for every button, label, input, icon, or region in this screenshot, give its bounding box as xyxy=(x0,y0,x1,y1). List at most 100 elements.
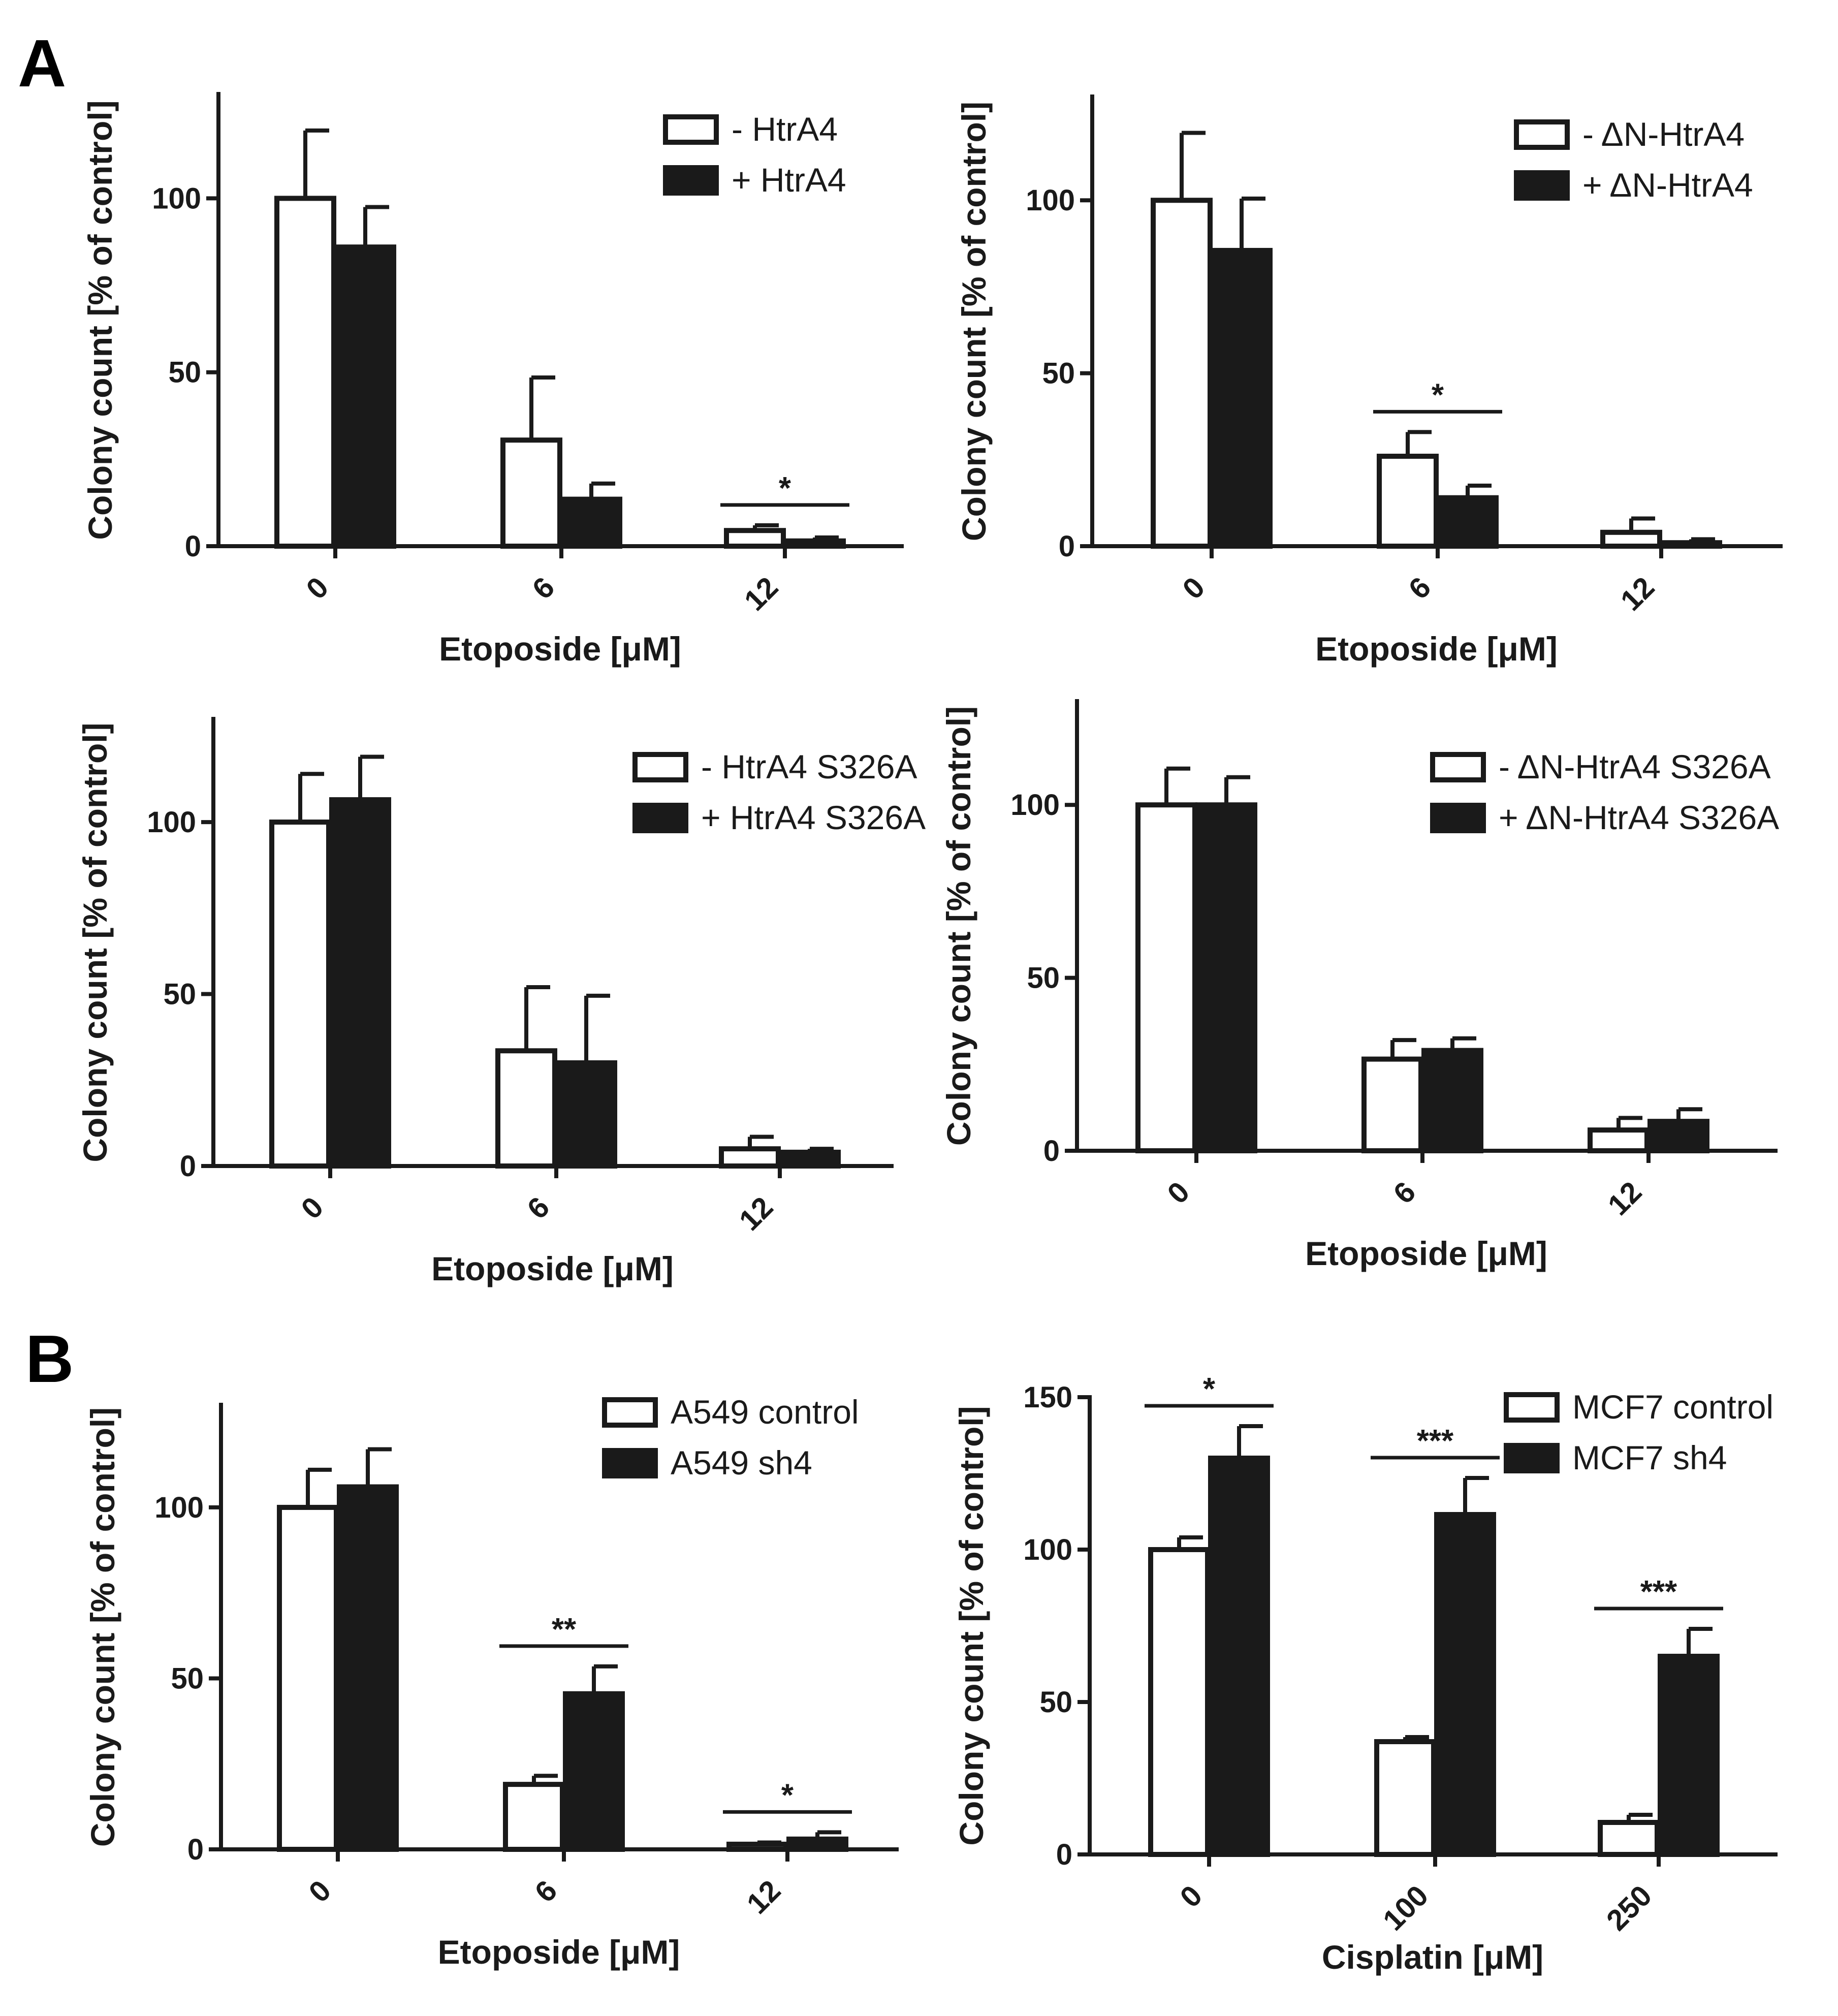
legend-label: - ΔN-HtrA4 xyxy=(1582,115,1745,153)
legend-label: A549 control xyxy=(671,1393,859,1431)
chart-b1-a549: 0 50 100 Colony count [% of control] 0 6 12 Eto… xyxy=(84,1393,899,1971)
bar-solid-0 xyxy=(1211,247,1273,549)
legend-swatch-solid xyxy=(1430,803,1486,833)
bar-open-0 xyxy=(269,820,331,1169)
legend-swatch-open xyxy=(602,1397,658,1428)
bar-solid-0 xyxy=(329,797,391,1169)
bar-open-12 xyxy=(726,1841,788,1852)
x-tick-label: 0 xyxy=(1174,1879,1209,1914)
bar-open-12 xyxy=(1600,529,1662,549)
legend-swatch-solid xyxy=(1504,1443,1560,1473)
bar-open-6 xyxy=(503,1782,565,1852)
chart-a4-dn-htra4-s326a: 0 50 100 Colony count [% of control] 0 6 12 Eto… xyxy=(940,699,1779,1272)
bar-open-0 xyxy=(1151,198,1213,549)
legend-swatch-open xyxy=(1504,1392,1560,1423)
y-tick-label: 100 xyxy=(154,1491,204,1524)
y-tick-label: 50 xyxy=(163,978,196,1011)
y-tick-label: 100 xyxy=(1010,789,1060,822)
y-tick-label: 0 xyxy=(1043,1135,1060,1168)
significance-label: * xyxy=(1432,377,1444,413)
x-axis-title: Cisplatin [μM] xyxy=(1322,1938,1543,1976)
legend-label: A549 sh4 xyxy=(671,1444,812,1482)
y-tick-label: 0 xyxy=(1056,1838,1072,1871)
bar-solid-12 xyxy=(1647,1119,1709,1153)
bar-open-0 xyxy=(1148,1547,1210,1857)
x-tick-label: 12 xyxy=(733,1190,780,1237)
bar-solid-6 xyxy=(1421,1048,1483,1153)
y-axis-title: Colony count [% of control] xyxy=(84,1407,121,1847)
bar-open-12 xyxy=(1588,1127,1650,1153)
significance-label: *** xyxy=(1417,1424,1454,1459)
panel-label-a: A xyxy=(18,26,66,101)
bar-solid-12 xyxy=(779,1149,841,1169)
y-tick-label: 100 xyxy=(147,806,196,839)
bar-solid-6 xyxy=(1437,495,1499,549)
chart-a1-htra4: 0 50 100 Colony count [% of control] 0 6 12 Eto… xyxy=(81,92,904,668)
y-tick-label: 100 xyxy=(1023,1533,1072,1566)
x-tick-label: 6 xyxy=(528,1874,563,1909)
legend-swatch-open xyxy=(1514,119,1570,150)
bar-solid-0 xyxy=(337,1484,399,1852)
legend-label: - HtrA4 S326A xyxy=(701,748,917,785)
bar-solid-12 xyxy=(784,538,846,549)
legend-label: + ΔN-HtrA4 S326A xyxy=(1499,799,1779,836)
legend-label: + ΔN-HtrA4 xyxy=(1582,166,1753,204)
y-axis-title: Colony count [% of control] xyxy=(940,706,977,1146)
legend-swatch-open xyxy=(1430,752,1486,782)
bar-solid-6 xyxy=(560,496,622,549)
legend-swatch-open xyxy=(632,752,688,782)
x-tick-label: 12 xyxy=(1614,571,1661,617)
significance-label: * xyxy=(779,471,791,506)
bar-open-12 xyxy=(719,1146,781,1169)
x-tick-label: 0 xyxy=(1176,571,1211,606)
x-axis-title: Etoposide [μM] xyxy=(438,1933,680,1971)
y-tick-label: 50 xyxy=(168,356,201,389)
y-tick-label: 50 xyxy=(1042,357,1075,390)
bar-open-0 xyxy=(1135,802,1197,1153)
x-tick-label: 6 xyxy=(1387,1175,1422,1210)
legend-swatch-solid xyxy=(602,1448,658,1478)
y-tick-label: 0 xyxy=(185,530,201,563)
bar-solid-6 xyxy=(563,1691,625,1852)
chart-b2-mcf7: 0 50 100 150 Colony count [% of control] 0 100… xyxy=(953,1372,1778,1976)
bar-open-250 xyxy=(1598,1820,1660,1857)
legend-label: + HtrA4 S326A xyxy=(701,799,926,836)
panel-label-b: B xyxy=(25,1321,74,1396)
x-tick-label: 0 xyxy=(300,571,335,606)
bar-solid-12 xyxy=(786,1836,848,1852)
legend-label: + HtrA4 xyxy=(732,161,846,199)
bar-open-12 xyxy=(724,528,786,549)
y-axis-title: Colony count [% of control] xyxy=(76,722,114,1162)
y-tick-label: 50 xyxy=(1027,962,1060,995)
y-tick-label: 150 xyxy=(1023,1381,1072,1414)
bar-open-6 xyxy=(495,1048,557,1169)
x-tick-label: 6 xyxy=(521,1190,556,1225)
significance-label: ** xyxy=(552,1612,577,1647)
y-axis-title: Colony count [% of control] xyxy=(81,100,119,540)
bar-solid-12 xyxy=(1660,540,1722,549)
significance-label: * xyxy=(781,1778,794,1813)
legend-label: MCF7 control xyxy=(1572,1388,1773,1426)
x-tick-label: 12 xyxy=(741,1874,787,1920)
significance-label: *** xyxy=(1640,1574,1677,1610)
bar-solid-0 xyxy=(1208,1456,1270,1857)
x-axis-title: Etoposide [μM] xyxy=(431,1250,674,1287)
y-tick-label: 0 xyxy=(1059,530,1075,563)
significance-label: * xyxy=(1203,1372,1216,1407)
bar-solid-100 xyxy=(1434,1512,1496,1857)
x-tick-label: 0 xyxy=(302,1874,337,1909)
x-tick-label: 6 xyxy=(526,571,561,606)
legend-swatch-open xyxy=(663,114,719,145)
bar-open-6 xyxy=(500,437,562,549)
bar-solid-6 xyxy=(555,1060,617,1169)
chart-a3-htra4-s326a: 0 50 100 Colony count [% of control] 0 6 12 Eto… xyxy=(76,717,926,1287)
y-tick-label: 0 xyxy=(180,1150,196,1183)
x-tick-label: 100 xyxy=(1377,1879,1435,1937)
bar-solid-0 xyxy=(1195,802,1257,1153)
y-tick-label: 100 xyxy=(152,182,201,215)
legend-label: - ΔN-HtrA4 S326A xyxy=(1499,748,1771,785)
y-axis-title: Colony count [% of control] xyxy=(953,1406,990,1845)
x-tick-label: 250 xyxy=(1600,1879,1658,1937)
bar-solid-0 xyxy=(334,244,396,549)
